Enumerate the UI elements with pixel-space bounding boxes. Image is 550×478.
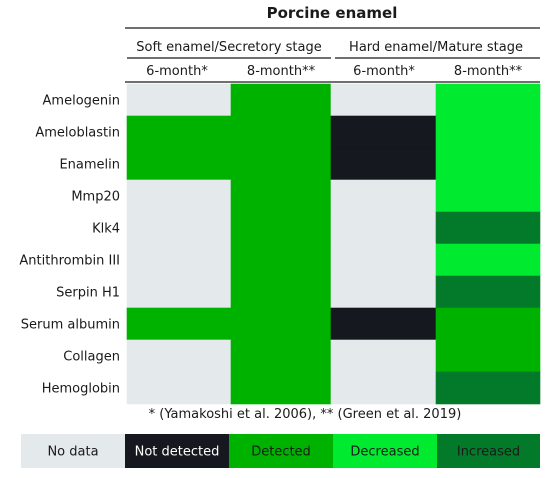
row-label: Antithrombin III (19, 254, 120, 269)
row-label: Collagen (63, 350, 120, 365)
row-label: Serum albumin (21, 318, 120, 333)
row-label: Ameloblastin (35, 126, 120, 141)
legend-label: Not detected (135, 445, 220, 460)
legend-swatch-decreased (333, 434, 437, 468)
legend-label: Detected (251, 445, 311, 460)
heatmap-cell-detected (230, 371, 332, 405)
heatmap-cell-no-data (330, 275, 437, 309)
heatmap-cell-decreased (435, 147, 541, 181)
heatmap-cell-detected (126, 307, 232, 341)
row-label: Enamelin (59, 158, 120, 173)
heatmap-cell-increased (435, 211, 541, 245)
row-label: Hemoglobin (42, 382, 120, 397)
heatmap-cell-no-data (126, 371, 232, 405)
heatmap-cell-decreased (435, 243, 541, 277)
heatmap-cell-decreased (435, 115, 541, 149)
chart-title: Porcine enamel (267, 4, 398, 22)
heatmap-cell-not-detected (330, 147, 437, 181)
heatmap-cells (126, 83, 541, 405)
heatmap-cell-detected (230, 211, 332, 245)
column-label: 8-month** (454, 64, 523, 79)
row-label: Amelogenin (43, 94, 120, 109)
legend-label: No data (47, 445, 98, 460)
heatmap-cell-detected (230, 115, 332, 149)
heatmap-cell-detected (435, 339, 541, 373)
heatmap-cell-no-data (126, 83, 232, 117)
legend-label: Decreased (350, 445, 419, 460)
heatmap-cell-no-data (330, 179, 437, 213)
heatmap-cell-no-data (330, 211, 437, 245)
heatmap-cell-detected (230, 275, 332, 309)
heatmap-cell-detected (230, 243, 332, 277)
heatmap-cell-detected (435, 307, 541, 341)
footnote: * (Yamakoshi et al. 2006), ** (Green et … (149, 407, 462, 422)
heatmap-cell-no-data (330, 371, 437, 405)
heatmap-cell-detected (126, 115, 232, 149)
row-label: Serpin H1 (56, 286, 120, 301)
heatmap-cell-detected (126, 147, 232, 181)
group-label-soft: Soft enamel/Secretory stage (136, 40, 321, 55)
heatmap-cell-decreased (435, 179, 541, 213)
column-label: 6-month* (146, 64, 208, 79)
heatmap-cell-detected (230, 147, 332, 181)
heatmap-cell-no-data (126, 179, 232, 213)
legend-swatch-no-data (21, 434, 125, 468)
legend-swatch-increased (437, 434, 540, 468)
row-label: Mmp20 (71, 190, 120, 205)
heatmap-cell-decreased (435, 83, 541, 117)
column-label: 8-month** (247, 64, 316, 79)
heatmap-cell-no-data (126, 275, 232, 309)
group-label-hard: Hard enamel/Mature stage (349, 40, 523, 55)
row-labels: Amelogenin Ameloblastin Enamelin Mmp20 Klk4 A… (19, 94, 120, 397)
heatmap-cell-detected (230, 179, 332, 213)
legend-swatch-detected (229, 434, 333, 468)
legend-label: Increased (457, 445, 520, 460)
legend-swatch-not-detected (125, 434, 229, 468)
heatmap-cell-detected (230, 339, 332, 373)
heatmap-cell-not-detected (330, 115, 437, 149)
column-label: 6-month* (353, 64, 415, 79)
heatmap-cell-no-data (330, 83, 437, 117)
heatmap-cell-not-detected (330, 307, 437, 341)
heatmap-cell-no-data (126, 339, 232, 373)
heatmap-cell-detected (230, 307, 332, 341)
heatmap-cell-no-data (330, 339, 437, 373)
heatmap-cell-increased (435, 275, 541, 309)
heatmap-cell-no-data (330, 243, 437, 277)
legend: No data Not detected Detected Decreased Incr… (21, 434, 540, 468)
row-label: Klk4 (92, 222, 120, 237)
heatmap-cell-detected (230, 83, 332, 117)
heatmap-cell-no-data (126, 211, 232, 245)
heatmap-cell-no-data (126, 243, 232, 277)
heatmap-cell-increased (435, 371, 541, 405)
